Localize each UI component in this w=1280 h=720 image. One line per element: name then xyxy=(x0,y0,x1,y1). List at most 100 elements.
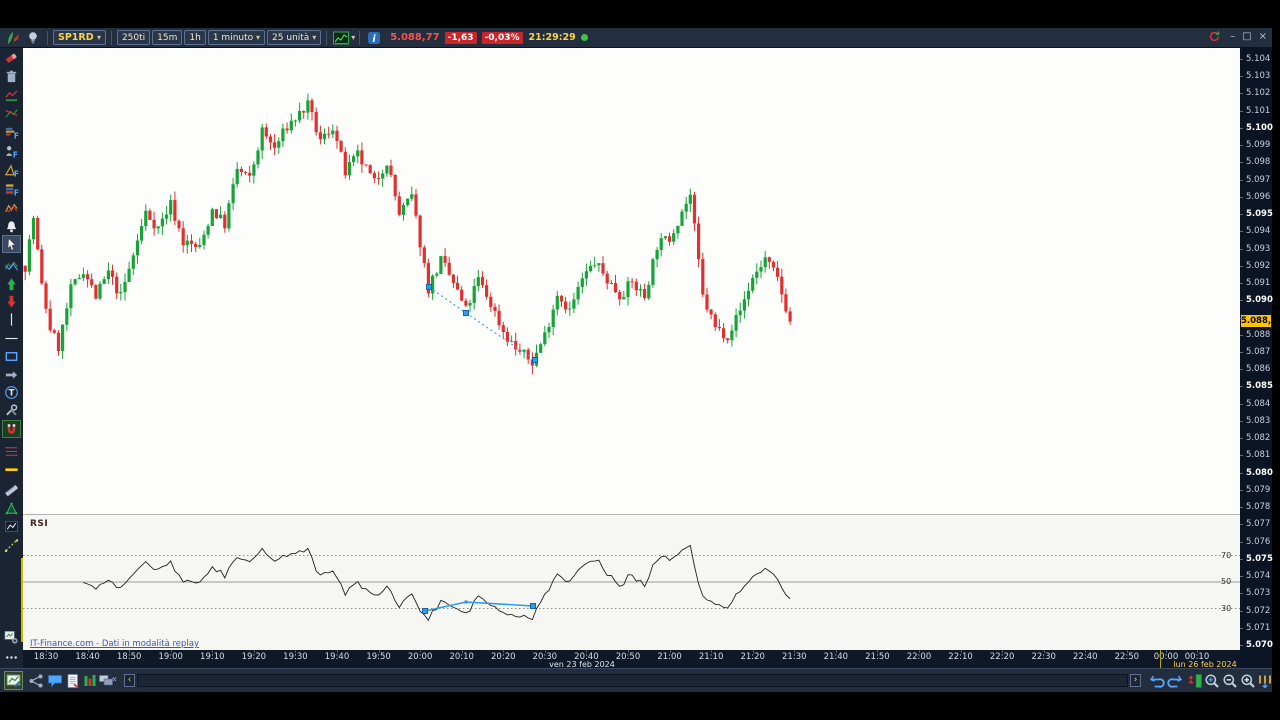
text-icon[interactable]: T xyxy=(2,383,21,401)
indicator-icon[interactable] xyxy=(2,86,21,104)
price-chart[interactable] xyxy=(23,48,1240,514)
more-icon[interactable] xyxy=(2,648,21,666)
symbol-label: SP1RD xyxy=(58,31,94,43)
close-button[interactable]: × xyxy=(1258,31,1267,42)
restore-button[interactable]: □ xyxy=(1242,31,1252,42)
price-axis-label: 5.098 xyxy=(1246,157,1271,168)
refresh-icon[interactable] xyxy=(1208,30,1221,43)
price-axis-label: 5.088 xyxy=(1246,329,1271,340)
layers-f-icon[interactable]: F xyxy=(2,180,21,198)
bar-width-icon[interactable] xyxy=(1256,672,1273,689)
price-axis-label: 5.085 xyxy=(1246,381,1273,392)
chart-settings-icon[interactable] xyxy=(2,628,21,646)
trash-icon[interactable] xyxy=(2,67,21,85)
timeframe-button-15m[interactable]: 15m xyxy=(152,30,183,45)
mini-chart-icon[interactable] xyxy=(2,517,21,535)
symbol-selector[interactable]: SP1RD ▾ xyxy=(53,30,106,45)
price-axis-label: 5.091 xyxy=(1246,278,1271,289)
alarm-bell-icon[interactable] xyxy=(2,217,21,235)
time-tick xyxy=(1085,650,1087,653)
price-tick xyxy=(1240,196,1243,198)
buy-arrow-icon[interactable] xyxy=(2,275,21,293)
time-tick xyxy=(87,650,89,653)
price-axis-label: 5.079 xyxy=(1246,484,1271,495)
zoom-reset-icon[interactable] xyxy=(1203,672,1220,689)
zoom-in-icon[interactable] xyxy=(1239,672,1256,689)
price-indicator-icon[interactable] xyxy=(2,104,21,122)
price-axis[interactable]: 5.088,77 5.104 5.103 5.102 5.101 5.100 5.099 5… xyxy=(1240,48,1280,668)
chevron-down-icon[interactable]: ▾ xyxy=(351,33,356,42)
workspace-icon[interactable] xyxy=(5,30,21,46)
timeframe-button-250ti[interactable]: 250ti xyxy=(116,30,151,45)
redo-icon[interactable] xyxy=(1166,672,1183,689)
scroll-right-button[interactable]: › xyxy=(1130,674,1141,687)
price-tick xyxy=(1240,76,1243,78)
rectangle-icon[interactable] xyxy=(2,347,21,365)
horizontal-scrollbar[interactable] xyxy=(137,674,1128,687)
zoom-out-icon[interactable] xyxy=(1221,672,1238,689)
settings-tools-icon[interactable] xyxy=(2,401,21,419)
scroll-left-button[interactable]: ‹ xyxy=(124,674,135,687)
price-tick xyxy=(1240,369,1243,371)
time-axis-label: 22:10 xyxy=(948,652,973,662)
divider xyxy=(326,30,328,45)
collapse-icons-button[interactable]: « xyxy=(111,674,118,685)
trendline-icon[interactable] xyxy=(2,536,21,554)
triangle-pattern-icon[interactable] xyxy=(2,499,21,517)
doc-icon[interactable] xyxy=(64,672,81,689)
units-dropdown[interactable]: 25 unità ▾ xyxy=(267,30,322,45)
fibonacci-icon[interactable] xyxy=(2,442,21,460)
magnet-icon[interactable] xyxy=(2,420,21,438)
minimize-button[interactable]: – xyxy=(1230,31,1236,42)
price-axis-label: 5.096 xyxy=(1246,191,1271,202)
replay-exit-icon[interactable] xyxy=(1186,672,1203,689)
time-tick xyxy=(170,650,172,653)
clock: 21:29:29 xyxy=(528,32,576,43)
chat-icon[interactable] xyxy=(46,672,63,689)
time-tick xyxy=(378,650,380,653)
period-dropdown[interactable]: 1 minuto ▾ xyxy=(207,30,266,45)
time-axis[interactable]: 18:30 18:40 18:50 19:00 19:10 19:20 19:30 19:40… xyxy=(23,650,1240,668)
bars-icon[interactable] xyxy=(81,672,98,689)
app-chart-icon[interactable] xyxy=(4,671,23,690)
time-axis-label: 20:10 xyxy=(449,652,474,662)
change-percent-badge: -0,03% xyxy=(481,31,523,44)
ruler-icon[interactable] xyxy=(2,481,21,499)
vertical-line-icon[interactable] xyxy=(2,310,21,328)
price-axis-label: 5.084 xyxy=(1246,398,1271,409)
price-tick xyxy=(1240,524,1243,526)
price-tick xyxy=(1240,627,1243,629)
horizontal-line-icon[interactable] xyxy=(2,329,21,347)
monitors-icon[interactable] xyxy=(97,672,114,689)
elliott-wave-icon[interactable] xyxy=(2,257,21,275)
ideas-icon[interactable] xyxy=(25,30,41,46)
eraser-icon[interactable] xyxy=(2,48,21,66)
timeframe-button-1h[interactable]: 1h xyxy=(184,30,206,45)
arrow-icon[interactable] xyxy=(2,365,21,383)
price-tick xyxy=(1240,127,1243,129)
rsi-chart[interactable] xyxy=(23,515,1240,651)
highlight-line-icon[interactable] xyxy=(2,460,21,478)
replay-watermark[interactable]: IT-Finance.com - Dati in modalità replay xyxy=(30,639,200,649)
volume-profile-icon[interactable]: F xyxy=(2,123,21,141)
price-tick xyxy=(1240,334,1243,336)
price-axis-label: 5.072 xyxy=(1246,605,1271,616)
time-tick xyxy=(295,650,297,653)
time-axis-label: 21:20 xyxy=(740,652,765,662)
sell-arrow-icon[interactable] xyxy=(2,292,21,310)
cursor-icon[interactable] xyxy=(2,235,21,253)
price-axis-label: 5.093 xyxy=(1246,243,1271,254)
share-icon[interactable] xyxy=(27,672,44,689)
time-axis-label: 00:00 xyxy=(1153,652,1179,662)
trader-profile-icon[interactable]: F xyxy=(2,142,21,160)
undo-icon[interactable] xyxy=(1148,672,1165,689)
time-axis-label: 22:30 xyxy=(1031,652,1056,662)
change-absolute-badge: -1,63 xyxy=(444,31,477,44)
zigzag-icon[interactable] xyxy=(2,199,21,217)
chart-type-icon[interactable] xyxy=(333,30,350,46)
time-tick xyxy=(129,650,131,653)
info-icon[interactable]: i xyxy=(366,30,382,46)
pattern-f-icon[interactable]: F xyxy=(2,161,21,179)
chevron-down-icon: ▾ xyxy=(256,32,261,42)
units-label: 25 unità xyxy=(272,32,310,43)
